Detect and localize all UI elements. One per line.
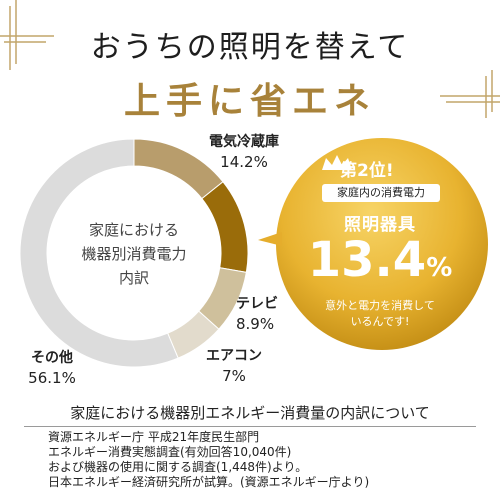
segment-name: エアコン: [206, 348, 262, 364]
label-refrigerator: 電気冷蔵庫 14.2%: [196, 132, 292, 172]
crown-icon: [322, 155, 352, 170]
badge-note: 意外と電力を消費して いるんです!: [300, 298, 460, 330]
donut-segment-1: [201, 181, 249, 273]
notes-line: 資源エネルギー庁 平成21年度民生部門: [48, 430, 260, 444]
headline-subtitle: 上手に省エネ: [123, 80, 376, 122]
notes-body: 資源エネルギー庁 平成21年度民生部門 エネルギー消費実態調査(有効回答10,0…: [48, 430, 468, 490]
segment-name: 電気冷蔵庫: [209, 134, 279, 150]
right-ornament: [440, 70, 500, 118]
donut-segment-4: [19, 138, 179, 368]
headline-title: おうちの照明を替えて: [90, 30, 410, 65]
segment-name: その他: [31, 350, 73, 366]
badge-percent-number: 13.4: [307, 232, 427, 288]
label-tv: テレビ 8.9%: [236, 294, 296, 334]
center-label-line: 家庭における: [88, 221, 179, 239]
chart-center-label: 家庭における 機器別消費電力 内訳: [64, 218, 204, 290]
segment-value: 7%: [222, 367, 246, 385]
badge-note-line: いるんです!: [350, 315, 410, 328]
notes-divider: [24, 426, 476, 427]
donut-segments: [19, 138, 249, 368]
label-other: その他 56.1%: [12, 348, 92, 388]
segment-value: 56.1%: [28, 369, 76, 387]
center-label-line: 機器別消費電力: [81, 245, 187, 263]
badge-percent-sign: %: [426, 253, 453, 283]
center-label-line: 内訳: [118, 269, 149, 287]
top-left-ornament: [0, 0, 54, 70]
badge-pointer: [258, 232, 282, 246]
notes-line: 日本エネルギー経済研究所が試算。(資源エネルギー庁より): [48, 475, 370, 489]
notes-title: 家庭における機器別エネルギー消費量の内訳について: [70, 404, 430, 422]
badge-category: 照明器具: [344, 215, 416, 235]
badge-percent: 13.4%: [290, 232, 470, 288]
notes-line: および機器の使用に関する調査(1,448件)より。: [48, 460, 308, 474]
badge-subtitle: 家庭内の消費電力: [322, 184, 440, 202]
segment-value: 8.9%: [236, 315, 275, 333]
label-aircon: エアコン 7%: [194, 346, 274, 386]
segment-value: 14.2%: [220, 153, 268, 171]
badge-note-line: 意外と電力を消費して: [325, 299, 435, 312]
badge-rank: 第2位!: [340, 161, 394, 181]
segment-name: テレビ: [236, 296, 278, 312]
notes-line: エネルギー消費実態調査(有効回答10,040件): [48, 445, 292, 459]
